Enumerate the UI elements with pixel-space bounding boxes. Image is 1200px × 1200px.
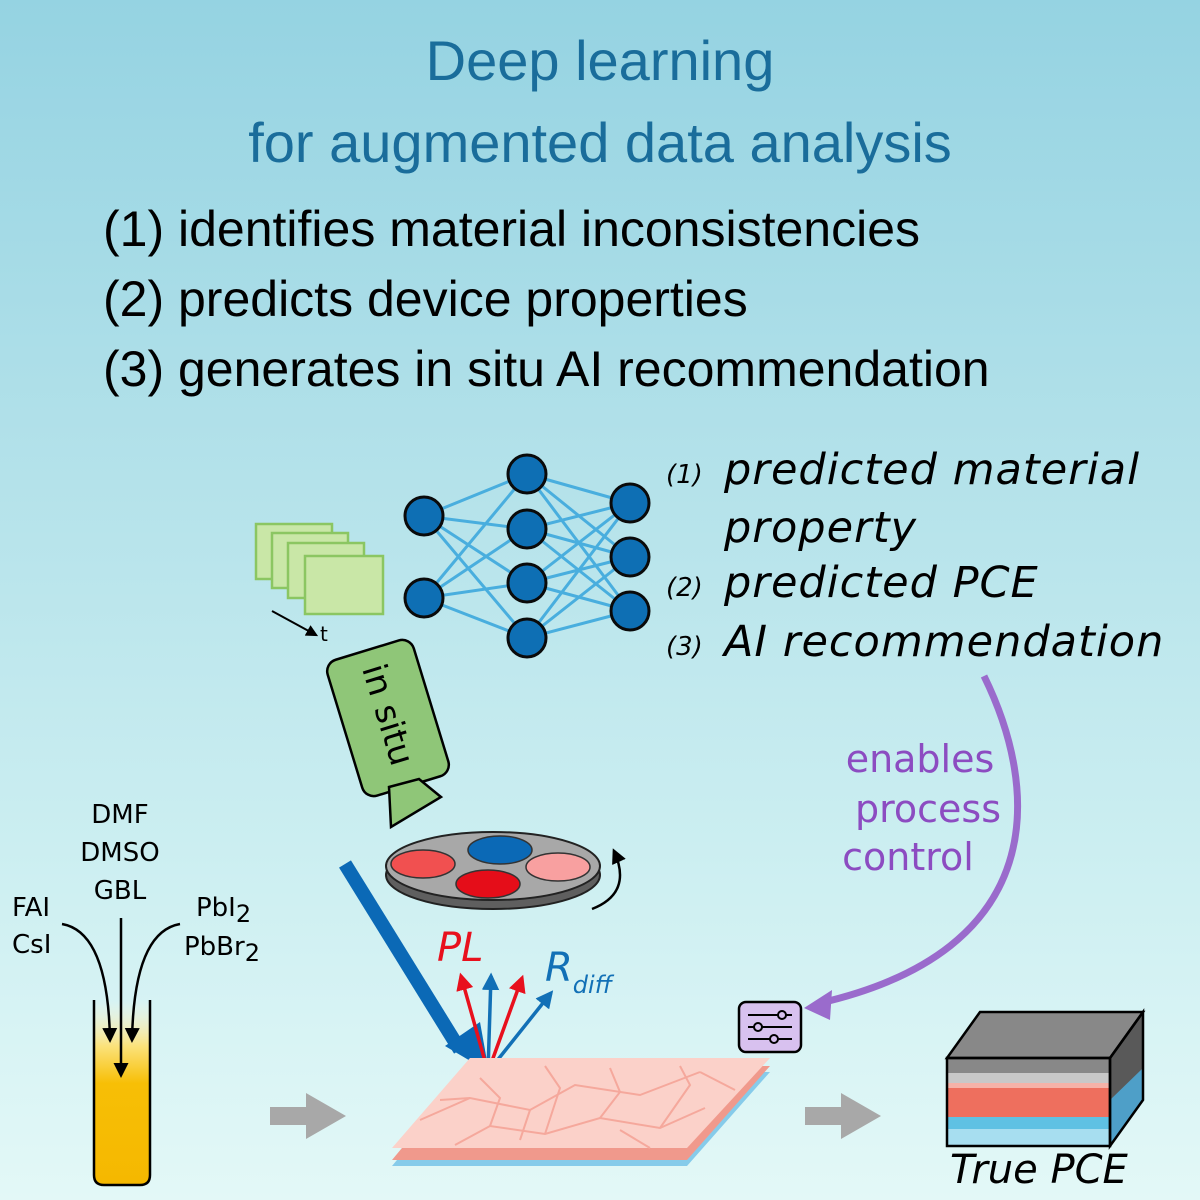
time-label: t <box>320 622 328 646</box>
precursor-csi: CsI <box>12 930 52 960</box>
precursor-fai: FAI <box>12 893 51 923</box>
nn-node <box>403 495 445 537</box>
title-line-1: Deep learning <box>425 29 775 92</box>
nn-node <box>609 536 651 578</box>
prediction-2-label: predicted PCE <box>724 558 1039 608</box>
nn-node <box>506 617 548 659</box>
prediction-1-label-cont: property <box>724 503 918 553</box>
prediction-3-label: AI recommendation <box>724 617 1165 667</box>
nn-node <box>506 453 548 495</box>
control-arrow <box>819 674 1022 1007</box>
nn-node <box>609 482 651 524</box>
sample-holder <box>385 831 601 910</box>
prediction-3-number: (3) <box>666 632 703 662</box>
nn-node <box>506 562 548 604</box>
perovskite-film <box>392 1058 770 1166</box>
signal-arrows <box>456 972 554 1074</box>
camera-lens <box>387 777 444 830</box>
step-1: (1) identifies material inconsistencies <box>103 201 921 257</box>
prediction-1-number: (1) <box>666 460 703 490</box>
neural-network-edges <box>422 472 632 640</box>
sample-disc <box>467 835 533 865</box>
prediction-2-number: (2) <box>666 573 703 603</box>
control-text-1: enables <box>845 737 995 781</box>
control-text-2: process <box>854 787 1002 831</box>
step-3: (3) generates in situ AI recommendation <box>103 341 990 397</box>
sample-disc <box>525 852 591 882</box>
true-pce-label: True PCE <box>950 1147 1128 1193</box>
pl-label: PL <box>437 925 484 971</box>
precursor-pbi2: PbI2 <box>196 893 252 928</box>
solar-cell-device <box>944 1008 1146 1150</box>
neural-network-nodes <box>403 453 651 659</box>
solvent-2: DMSO <box>80 838 160 868</box>
solvent-1: DMF <box>91 800 149 830</box>
sliders-icon <box>737 1000 803 1054</box>
precursor-pbbr2: PbBr2 <box>184 932 260 967</box>
step-2: (2) predicts device properties <box>103 271 748 327</box>
time-arrow <box>271 610 319 637</box>
control-text-3: control <box>842 835 974 879</box>
sample-disc <box>390 849 456 879</box>
nn-node <box>609 590 651 632</box>
prediction-1-label: predicted material <box>724 445 1141 495</box>
rdiff-label: Rdiff <box>545 945 613 999</box>
test-tube <box>92 1000 152 1187</box>
solvent-3: GBL <box>93 876 147 906</box>
sample-disc <box>455 869 521 899</box>
image-frames-icon <box>254 522 385 616</box>
rotation-arrow <box>591 848 626 911</box>
incident-beam <box>339 860 466 1054</box>
title-line-2: for augmented data analysis <box>248 111 952 174</box>
nn-node <box>403 577 445 619</box>
process-arrows <box>270 1093 881 1139</box>
nn-node <box>506 508 548 550</box>
precursor-arrows <box>61 918 181 1078</box>
